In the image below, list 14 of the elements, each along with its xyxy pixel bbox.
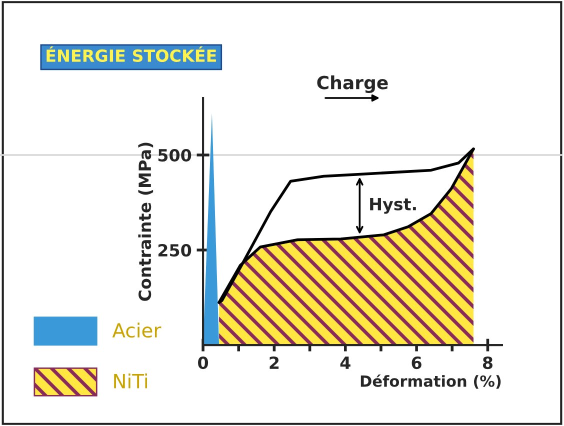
y-tick-label: 250 (158, 244, 192, 257)
x-tick-label: 4 (340, 356, 350, 369)
chart-title: ÉNERGIE STOCKÉE (46, 46, 216, 62)
y-axis-title: Contrainte (MPa) (138, 142, 154, 301)
x-tick-label: 0 (198, 356, 208, 370)
x-tick-label: 8 (482, 356, 492, 370)
legend-label: Acier (112, 322, 162, 338)
x-axis-title: Déformation (%) (360, 374, 501, 389)
legend-label: NiTi (114, 373, 147, 388)
x-tick-label: 6 (412, 356, 422, 370)
annotation: Hyst. (370, 198, 416, 214)
x-tick-label: 2 (270, 356, 279, 369)
text: Charge (317, 75, 388, 94)
y-tick-label: 500 (158, 148, 192, 162)
